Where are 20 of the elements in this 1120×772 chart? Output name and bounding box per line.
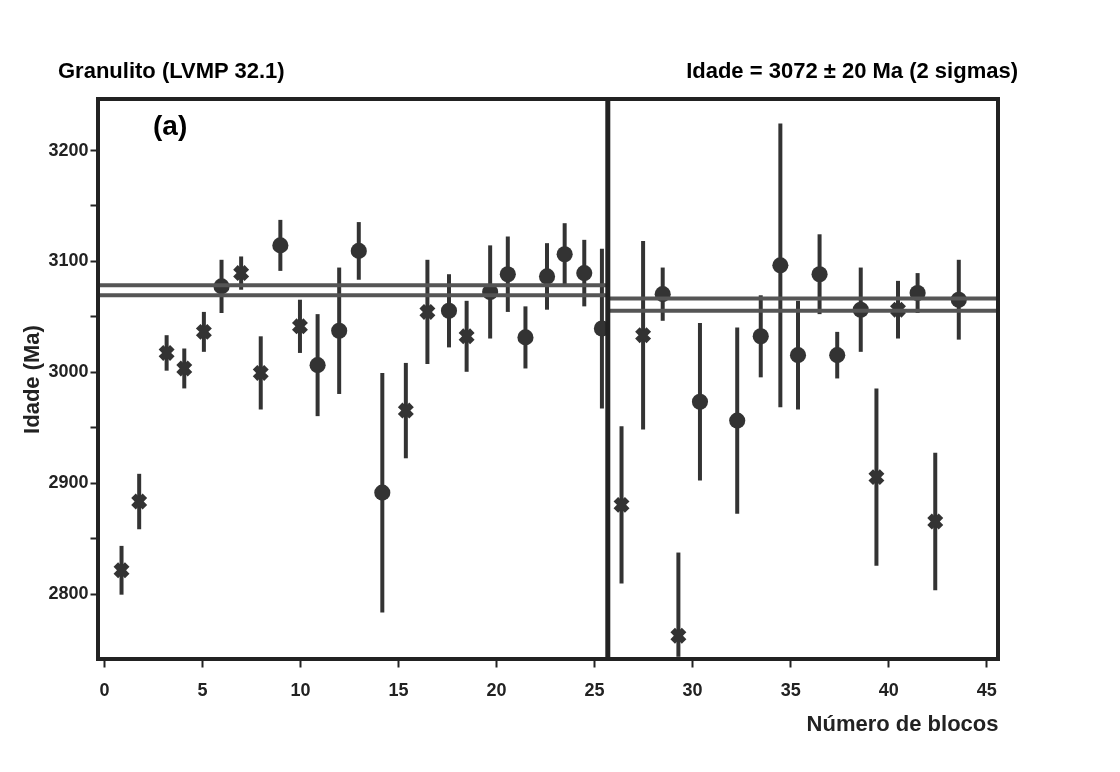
annotation: (a)	[153, 110, 188, 141]
chart-title: Granulito (LVMP 32.1)	[58, 58, 285, 83]
x-tick-label: 25	[584, 679, 605, 700]
x-tick-label: 10	[290, 679, 311, 700]
chart-subtitle: Idade = 3072 ± 20 Ma (2 sigmas)	[686, 58, 1018, 83]
x-tick-label: 45	[976, 679, 997, 700]
x-tick-label: 30	[682, 679, 703, 700]
x-tick-label: 15	[388, 679, 409, 700]
x-tick-label: 0	[99, 679, 110, 700]
y-axis-title: Idade (Ma)	[19, 325, 45, 434]
x-tick-label: 40	[878, 679, 899, 700]
x-tick-label: 20	[486, 679, 507, 700]
x-axis-title: Número de blocos	[806, 710, 999, 736]
x-tick-label: 35	[780, 679, 801, 700]
y-tick-label: 3000	[48, 361, 89, 382]
y-tick-label: 2800	[48, 583, 89, 604]
x-tick-label: 5	[197, 679, 208, 700]
y-tick-label: 3200	[48, 139, 89, 160]
y-tick-label: 2900	[48, 472, 89, 493]
y-tick-label: 3100	[48, 250, 89, 271]
